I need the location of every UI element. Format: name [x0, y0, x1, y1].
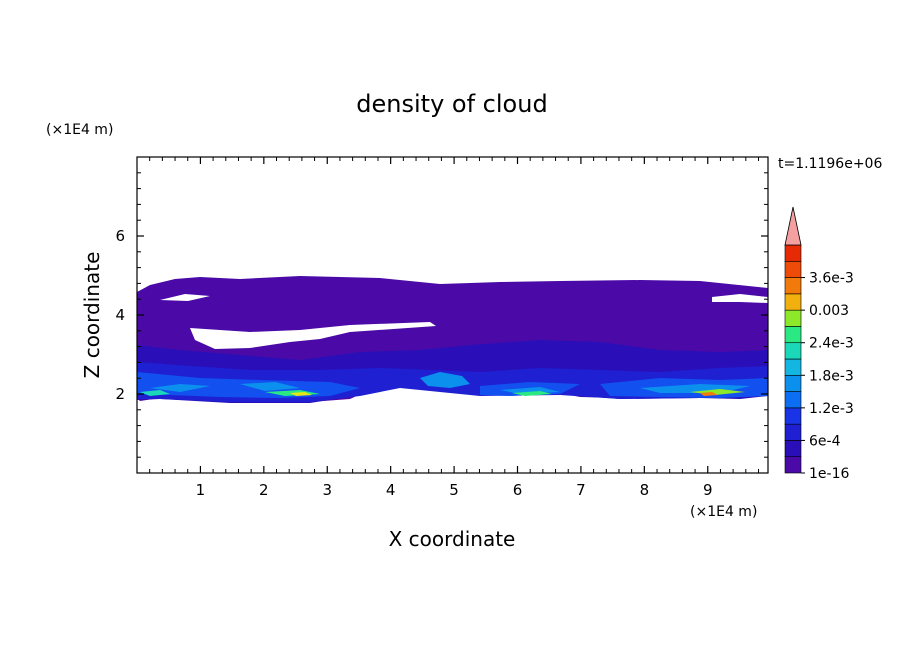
y-axis-title: Z coordinate [80, 252, 104, 379]
colorbar: 1e-16 6e-4 1.2e-3 1.8e-3 2.4e-3 0.003 3.6e-3 [784, 206, 854, 482]
cloud-gap [190, 322, 436, 349]
colorbar-level [784, 358, 802, 376]
colorbar-extend-arrow [784, 206, 802, 246]
x-tick-label: 3 [322, 481, 332, 499]
cloud-density-patch [290, 392, 312, 396]
colorbar-level [784, 440, 802, 458]
colorbar-label: 3.6e-3 [809, 271, 854, 287]
y-tick-label: 2 [115, 385, 125, 403]
cloud-field [137, 276, 768, 403]
colorbar-level [784, 293, 802, 311]
cloud-gap [160, 294, 210, 301]
colorbar-level [784, 391, 802, 409]
plot-area [137, 276, 768, 403]
y-tick-label: 4 [115, 306, 125, 324]
x-unit-label: (×1E4 m) [690, 504, 757, 520]
colorbar-level [784, 374, 802, 392]
colorbar-label: 1.2e-3 [809, 401, 854, 417]
colorbar-level [784, 244, 802, 262]
cloud-density-patch [240, 382, 300, 391]
cloud-density-patch [140, 390, 170, 396]
colorbar-level [784, 260, 802, 278]
x-tick-label: 1 [196, 481, 206, 499]
y-unit-label: (×1E4 m) [46, 122, 113, 138]
colorbar-level [784, 456, 802, 474]
x-axis-title: X coordinate [389, 527, 516, 551]
cloud-density-patch [512, 391, 552, 396]
y-axis: 2 4 6 [115, 172, 768, 458]
colorbar-level [784, 342, 802, 360]
cloud-density-patch [150, 384, 210, 392]
colorbar-label: 6e-4 [809, 433, 841, 449]
colorbar-label: 1e-16 [809, 466, 849, 482]
colorbar-label: 2.4e-3 [809, 336, 854, 352]
y-tick-label: 6 [115, 227, 125, 245]
colorbar-level [784, 423, 802, 441]
colorbar-level [784, 326, 802, 344]
chart-title: density of cloud [356, 90, 547, 118]
colorbar-label: 1.8e-3 [809, 368, 854, 384]
x-tick-label: 9 [703, 481, 713, 499]
cloud-density-patch [700, 392, 718, 396]
x-tick-label: 8 [640, 481, 650, 499]
colorbar-level [784, 277, 802, 295]
cloud-gap [712, 294, 768, 303]
x-tick-label: 4 [386, 481, 396, 499]
colorbar-label: 0.003 [809, 303, 849, 319]
time-label: t=1.1196e+06 [778, 156, 882, 172]
x-axis: 1 2 3 4 5 6 7 8 9 [149, 157, 759, 499]
colorbar-level [784, 407, 802, 425]
colorbar-level [784, 309, 802, 327]
x-tick-label: 7 [576, 481, 586, 499]
x-tick-label: 2 [259, 481, 269, 499]
x-tick-label: 5 [449, 481, 459, 499]
cloud-density-patch [420, 372, 470, 388]
x-tick-label: 6 [513, 481, 523, 499]
